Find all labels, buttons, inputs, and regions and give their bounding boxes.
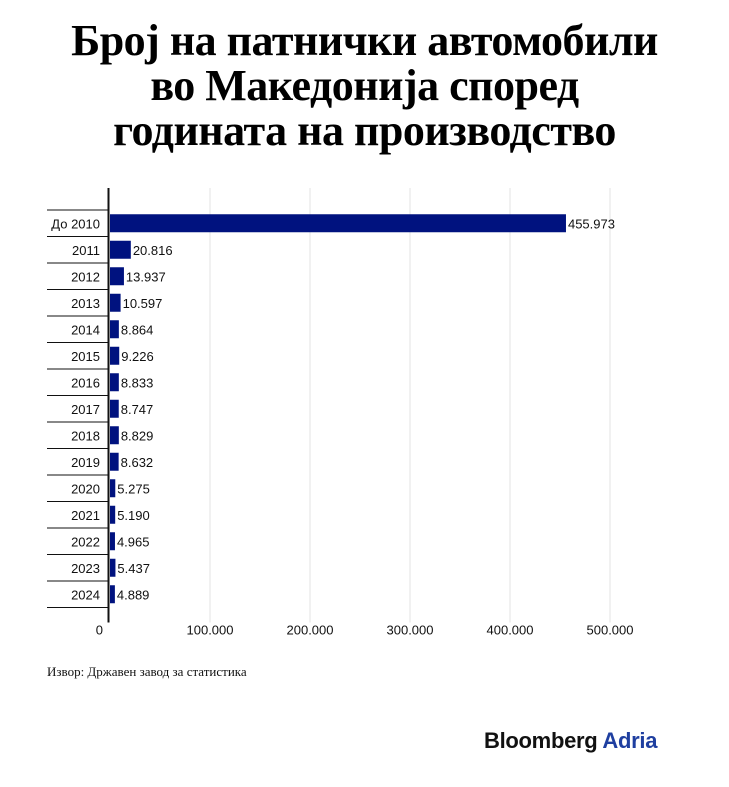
x-tick-label: 300.000 xyxy=(387,623,434,638)
bar xyxy=(110,214,566,233)
bar xyxy=(110,558,116,577)
bar xyxy=(110,346,120,365)
category-label: 2011 xyxy=(72,243,100,258)
category-label: 2021 xyxy=(71,508,100,523)
data-label: 4.965 xyxy=(117,534,150,549)
category-label: 2018 xyxy=(71,428,100,443)
category-label: 2020 xyxy=(71,481,100,496)
bar xyxy=(110,479,116,498)
data-label: 8.747 xyxy=(121,402,154,417)
category-label: 2023 xyxy=(71,561,100,576)
bar xyxy=(110,373,119,392)
bar xyxy=(110,426,119,445)
bloomberg-adria-logo: Bloomberg Adria xyxy=(484,728,657,754)
x-tick-label: 400.000 xyxy=(487,623,534,638)
category-label: 2017 xyxy=(71,402,100,417)
data-label: 10.597 xyxy=(123,296,163,311)
category-label: 2015 xyxy=(71,349,100,364)
title-line-3: годината на производство xyxy=(113,106,616,155)
data-label: 8.864 xyxy=(121,322,154,337)
data-label: 9.226 xyxy=(121,349,154,364)
logo-adria: Adria xyxy=(602,728,658,753)
bar-chart: 0 100.000 200.000 300.000 400.000 500.000 До 2… xyxy=(47,188,634,638)
category-label: До 2010 xyxy=(51,216,100,231)
bar xyxy=(110,240,131,259)
category-label: 2012 xyxy=(71,269,100,284)
bar xyxy=(110,267,124,286)
data-label: 455.973 xyxy=(568,216,615,231)
source-note: Извор: Државен завод за статистика xyxy=(47,664,247,679)
title-line-1: Број на патнички автомобили xyxy=(71,16,658,65)
data-label: 5.437 xyxy=(117,561,150,576)
data-label: 5.275 xyxy=(117,481,150,496)
x-tick-label: 100.000 xyxy=(187,623,234,638)
bar xyxy=(110,585,115,604)
bar xyxy=(110,293,121,312)
bar xyxy=(110,532,115,551)
x-tick-label: 0 xyxy=(96,623,103,638)
data-label: 8.829 xyxy=(121,428,154,443)
category-label: 2024 xyxy=(71,587,100,602)
bar xyxy=(110,320,119,339)
data-label: 4.889 xyxy=(117,587,150,602)
chart-title: Број на патнички автомобили во Македониј… xyxy=(0,18,729,153)
category-label: 2019 xyxy=(71,455,100,470)
x-tick-label: 500.000 xyxy=(587,623,634,638)
title-line-2: во Македонија според xyxy=(150,61,579,110)
category-label: 2013 xyxy=(71,296,100,311)
data-label: 8.632 xyxy=(121,455,154,470)
bar xyxy=(110,505,116,524)
bar xyxy=(110,452,119,471)
x-tick-label: 200.000 xyxy=(287,623,334,638)
logo-bloomberg: Bloomberg xyxy=(484,728,598,753)
data-label: 13.937 xyxy=(126,269,166,284)
data-label: 20.816 xyxy=(133,243,173,258)
category-label: 2016 xyxy=(71,375,100,390)
data-label: 8.833 xyxy=(121,375,154,390)
category-label: 2022 xyxy=(71,534,100,549)
bar xyxy=(110,399,119,418)
category-label: 2014 xyxy=(71,322,100,337)
data-label: 5.190 xyxy=(117,508,150,523)
